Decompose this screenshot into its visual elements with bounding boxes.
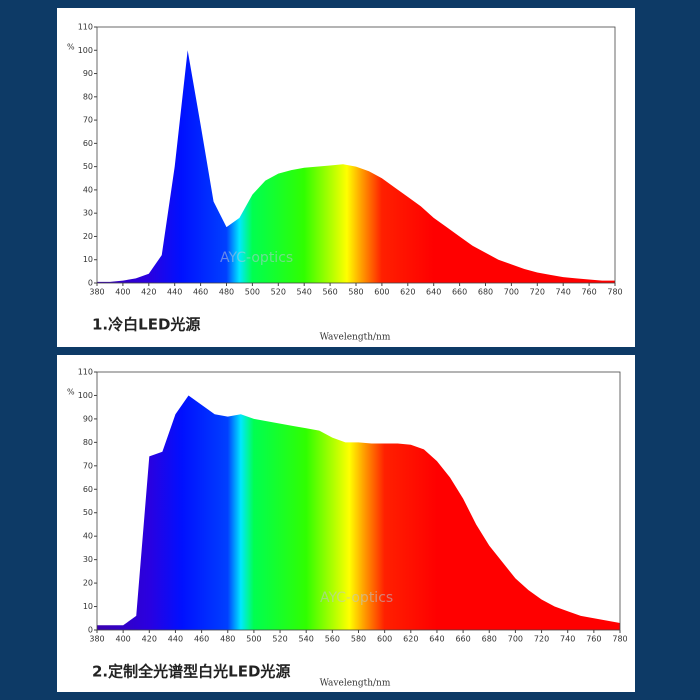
y-tick-label: 50 bbox=[83, 508, 93, 517]
x-tick-label: 400 bbox=[116, 635, 131, 644]
x-tick-label: 680 bbox=[482, 635, 497, 644]
x-tick-label: 780 bbox=[612, 635, 627, 644]
caption: 2.定制全光谱型白光LED光源 bbox=[92, 663, 290, 681]
x-tick-label: 740 bbox=[560, 635, 575, 644]
x-tick-label: 660 bbox=[455, 635, 470, 644]
y-tick-label: 110 bbox=[78, 368, 93, 377]
x-tick-label: 720 bbox=[530, 288, 545, 297]
x-tick-label: 580 bbox=[351, 635, 366, 644]
y-tick-label: 90 bbox=[83, 414, 93, 423]
y-tick-label: 100 bbox=[78, 46, 93, 55]
x-tick-label: 720 bbox=[534, 635, 549, 644]
x-tick-label: 500 bbox=[245, 288, 260, 297]
x-tick-label: 600 bbox=[374, 288, 389, 297]
caption: 1.冷白LED光源 bbox=[92, 316, 200, 334]
y-tick-label: 40 bbox=[83, 185, 93, 194]
x-axis-label: Wavelength/nm bbox=[320, 333, 391, 343]
x-tick-label: 480 bbox=[220, 635, 235, 644]
x-tick-label: 700 bbox=[504, 288, 519, 297]
x-tick-label: 520 bbox=[272, 635, 287, 644]
x-tick-label: 540 bbox=[299, 635, 314, 644]
x-tick-label: 760 bbox=[581, 288, 596, 297]
y-tick-label: 40 bbox=[83, 532, 93, 541]
x-tick-label: 780 bbox=[607, 288, 622, 297]
y-tick-label: 70 bbox=[83, 116, 93, 125]
y-tick-label: 0 bbox=[88, 279, 93, 288]
x-tick-label: 640 bbox=[429, 635, 444, 644]
watermark: AYC-optics bbox=[320, 590, 393, 606]
x-tick-label: 560 bbox=[325, 635, 340, 644]
spectrum-area bbox=[97, 395, 620, 630]
y-tick-label: 60 bbox=[83, 485, 93, 494]
x-tick-label: 420 bbox=[141, 288, 156, 297]
x-tick-label: 620 bbox=[400, 288, 415, 297]
y-tick-label: 110 bbox=[78, 23, 93, 32]
x-tick-label: 760 bbox=[586, 635, 601, 644]
x-tick-label: 480 bbox=[219, 288, 234, 297]
x-tick-label: 600 bbox=[377, 635, 392, 644]
watermark: AYC-optics bbox=[220, 250, 293, 266]
x-tick-label: 460 bbox=[193, 288, 208, 297]
x-tick-label: 520 bbox=[271, 288, 286, 297]
y-tick-label: 20 bbox=[83, 232, 93, 241]
x-tick-label: 660 bbox=[452, 288, 467, 297]
x-tick-label: 620 bbox=[403, 635, 418, 644]
x-tick-label: 380 bbox=[89, 635, 104, 644]
y-tick-label: 70 bbox=[83, 461, 93, 470]
spectrum-area bbox=[97, 50, 615, 283]
x-tick-label: 400 bbox=[115, 288, 130, 297]
x-tick-label: 460 bbox=[194, 635, 209, 644]
x-tick-label: 680 bbox=[478, 288, 493, 297]
x-tick-label: 640 bbox=[426, 288, 441, 297]
x-axis-label: Wavelength/nm bbox=[320, 679, 391, 689]
y-tick-label: 60 bbox=[83, 139, 93, 148]
y-tick-label: 80 bbox=[83, 92, 93, 101]
y-tick-label: 10 bbox=[83, 255, 93, 264]
x-tick-label: 580 bbox=[348, 288, 363, 297]
y-axis-label: % bbox=[67, 43, 75, 52]
x-tick-label: 560 bbox=[322, 288, 337, 297]
x-tick-label: 420 bbox=[142, 635, 157, 644]
y-tick-label: 10 bbox=[83, 602, 93, 611]
y-tick-label: 50 bbox=[83, 162, 93, 171]
x-tick-label: 540 bbox=[297, 288, 312, 297]
x-tick-label: 700 bbox=[508, 635, 523, 644]
y-tick-label: 30 bbox=[83, 555, 93, 564]
y-tick-label: 0 bbox=[88, 626, 93, 635]
y-axis-label: % bbox=[67, 388, 75, 397]
x-tick-label: 440 bbox=[168, 635, 183, 644]
y-tick-label: 20 bbox=[83, 579, 93, 588]
x-tick-label: 500 bbox=[246, 635, 261, 644]
y-tick-label: 100 bbox=[78, 391, 93, 400]
y-tick-label: 80 bbox=[83, 438, 93, 447]
x-tick-label: 380 bbox=[89, 288, 104, 297]
x-tick-label: 440 bbox=[167, 288, 182, 297]
x-tick-label: 740 bbox=[556, 288, 571, 297]
y-tick-label: 30 bbox=[83, 209, 93, 218]
y-tick-label: 90 bbox=[83, 69, 93, 78]
